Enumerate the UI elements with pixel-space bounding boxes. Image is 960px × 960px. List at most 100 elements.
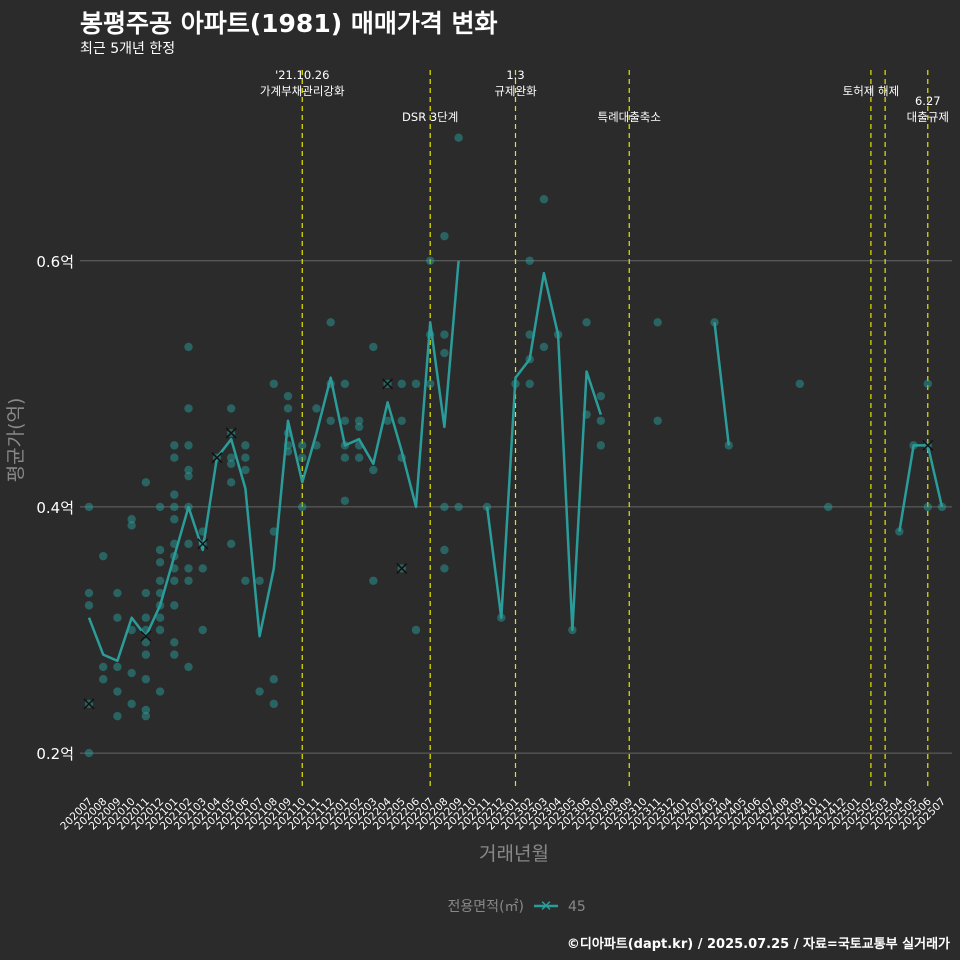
scatter-point bbox=[113, 662, 122, 672]
series-line-45 bbox=[713, 322, 731, 446]
scatter-point bbox=[340, 379, 350, 389]
scatter-point bbox=[141, 675, 151, 684]
scatter-point bbox=[241, 465, 250, 475]
scatter-point bbox=[170, 441, 179, 450]
scatter-point bbox=[354, 453, 364, 462]
scatter-point bbox=[426, 379, 435, 389]
x-axis-label: 거래년월 bbox=[479, 843, 549, 865]
scatter-point bbox=[170, 453, 179, 462]
scatter-point bbox=[440, 330, 449, 339]
scatter-point bbox=[937, 502, 947, 512]
scatter-point bbox=[99, 662, 108, 672]
scatter-point bbox=[84, 601, 94, 610]
scatter-point bbox=[170, 650, 179, 659]
scatter-point bbox=[113, 687, 122, 696]
scatter-point bbox=[155, 545, 165, 555]
scatter-point bbox=[440, 231, 449, 241]
scatter-point bbox=[525, 330, 534, 339]
scatter-point bbox=[241, 441, 250, 450]
scatter-point bbox=[369, 465, 378, 475]
scatter-point bbox=[383, 416, 392, 425]
scatter-point bbox=[226, 453, 236, 462]
scatter-point bbox=[895, 527, 904, 536]
event-label: 6.27 bbox=[915, 94, 941, 108]
scatter-point bbox=[340, 416, 350, 425]
legend-x-swatch-icon: ✕ bbox=[540, 897, 553, 915]
legend: 전용면적(㎡) ✕ 45 bbox=[448, 897, 586, 915]
scatter-point bbox=[155, 558, 165, 567]
y-tick-label: 0.4억 bbox=[36, 499, 74, 517]
scatter-point bbox=[155, 613, 165, 622]
scatter-point bbox=[596, 416, 605, 425]
scatter-point bbox=[269, 699, 279, 709]
scatter-point bbox=[653, 318, 662, 327]
scatter-point bbox=[226, 539, 236, 549]
scatter-point bbox=[141, 588, 151, 598]
scatter-point bbox=[440, 545, 449, 555]
source-caption: ©디아파트(dapt.kr) / 2025.07.25 / 자료=국토교통부 실… bbox=[566, 937, 950, 952]
scatter-point bbox=[411, 625, 421, 635]
scatter-point bbox=[340, 453, 350, 462]
scatter-point bbox=[155, 625, 165, 635]
scatter-point bbox=[454, 133, 463, 142]
scatter-point bbox=[84, 748, 94, 758]
chart-title: 봉평주공 아파트(1981) 매매가격 변화 bbox=[80, 9, 498, 38]
scatter-point bbox=[596, 441, 605, 450]
scatter-point bbox=[226, 404, 236, 413]
scatter-point bbox=[440, 564, 449, 573]
x-marker bbox=[382, 378, 394, 390]
scatter-point bbox=[525, 256, 534, 265]
scatter-point bbox=[539, 342, 549, 352]
scatter-point bbox=[283, 404, 293, 413]
scatter-point bbox=[582, 318, 591, 327]
legend-title: 전용면적(㎡) bbox=[448, 899, 524, 915]
series-line-45 bbox=[898, 444, 944, 532]
scatter-point bbox=[141, 650, 151, 659]
event-label: '21.10.26 bbox=[275, 68, 329, 82]
y-tick-label: 0.6억 bbox=[36, 253, 74, 271]
scatter-point bbox=[127, 521, 136, 530]
scatter-point bbox=[354, 416, 364, 425]
scatter-point bbox=[84, 502, 94, 512]
scatter-point bbox=[184, 564, 193, 573]
scatter-point bbox=[141, 478, 151, 487]
scatter-point bbox=[99, 551, 108, 561]
axis-layer: 0.2억0.4억0.6억2020072020082020092020102020… bbox=[36, 253, 948, 833]
scatter-point bbox=[298, 441, 307, 450]
scatter-point bbox=[155, 687, 165, 696]
scatter-point bbox=[539, 195, 549, 204]
chart-subtitle: 최근 5개년 한정 bbox=[80, 41, 176, 57]
line-layer bbox=[87, 260, 944, 663]
scatter-point bbox=[411, 379, 421, 389]
scatter-point bbox=[653, 416, 662, 425]
y-axis-label: 평균가(억) bbox=[5, 398, 27, 483]
scatter-point bbox=[99, 675, 108, 684]
scatter-point bbox=[141, 638, 151, 647]
scatter-point bbox=[326, 318, 335, 327]
scatter-point bbox=[141, 613, 151, 622]
event-label: 규제완화 bbox=[494, 84, 537, 98]
scatter-point bbox=[184, 662, 193, 672]
scatter-point bbox=[198, 625, 207, 635]
x-marker bbox=[140, 630, 152, 642]
scatter-point bbox=[269, 379, 279, 389]
x-marker bbox=[197, 538, 209, 550]
scatter-point bbox=[155, 502, 165, 512]
event-label: DSR 3단계 bbox=[402, 110, 458, 124]
scatter-point bbox=[326, 416, 335, 425]
scatter-point bbox=[170, 576, 179, 585]
y-tick-label: 0.2억 bbox=[36, 745, 74, 763]
scatter-point bbox=[141, 705, 151, 715]
scatter-point bbox=[298, 502, 307, 512]
scatter-point bbox=[340, 496, 350, 505]
scatter-point bbox=[113, 588, 122, 598]
scatter-point bbox=[440, 502, 449, 512]
scatter-point bbox=[397, 416, 406, 425]
scatter-point bbox=[184, 441, 193, 450]
scatter-point bbox=[113, 613, 122, 622]
event-label: 특례대출축소 bbox=[597, 110, 660, 124]
scatter-point bbox=[184, 471, 193, 481]
legend-entry-45: 45 bbox=[568, 899, 586, 915]
